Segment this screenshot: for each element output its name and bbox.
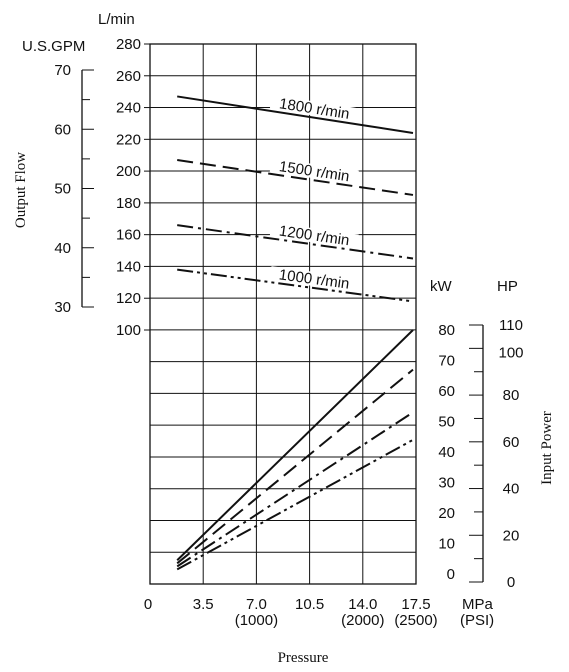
chart-grid xyxy=(144,43,417,585)
series-label-bg xyxy=(269,266,359,292)
kw-tick-label: 50 xyxy=(438,414,455,431)
power-line-1800 xyxy=(176,329,414,561)
lmin-tick-labels: 100 120 140 160 180 200 220 240 260 280 xyxy=(116,36,141,339)
kw-tick-label: 60 xyxy=(438,383,455,400)
hp-tick-label: 80 xyxy=(503,387,520,404)
flow-unit-gpm: U.S.GPM xyxy=(22,38,85,55)
gpm-tick-label: 70 xyxy=(54,62,71,79)
x-unit-psi: (PSI) xyxy=(460,612,494,629)
kw-tick-label: 20 xyxy=(438,505,455,522)
x-tick-label: 3.5 xyxy=(193,596,214,613)
hp-tick-label: 40 xyxy=(503,481,520,498)
flow-unit-lmin: L/min xyxy=(98,11,135,28)
x-tick-label-psi: (1000) xyxy=(235,612,278,629)
y-axis-title-power: Input Power xyxy=(539,411,555,485)
x-tick-label: 7.0 xyxy=(246,596,267,613)
lmin-tick-label: 180 xyxy=(116,195,141,212)
hp-tick-label: 60 xyxy=(503,434,520,451)
lmin-tick-label: 140 xyxy=(116,258,141,275)
kw-tick-label: 70 xyxy=(438,353,455,370)
power-line-1200 xyxy=(176,411,414,568)
lmin-tick-label: 160 xyxy=(116,227,141,244)
kw-tick-labels: 0 10 20 30 40 50 60 70 80 xyxy=(438,322,455,583)
y-axis-title-flow: Output Flow xyxy=(13,152,29,228)
x-tick-label-psi: (2000) xyxy=(341,612,384,629)
kw-tick-label: 30 xyxy=(438,475,455,492)
x-tick-label: 10.5 xyxy=(295,596,324,613)
kw-tick-label: 0 xyxy=(447,566,455,583)
power-line-1000 xyxy=(176,438,414,571)
flow-line-1000 xyxy=(177,268,414,303)
gpm-tick-label: 50 xyxy=(54,181,71,198)
flow-line-1800 xyxy=(177,95,414,134)
series-label: 1800 r/min xyxy=(278,95,351,123)
series-label-bg xyxy=(269,222,359,249)
power-line-1500 xyxy=(176,368,414,565)
lmin-tick-label: 100 xyxy=(116,322,141,339)
gpm-tick-label: 60 xyxy=(54,121,71,138)
series-label-bg xyxy=(269,94,359,123)
gpm-tick-label: 40 xyxy=(54,240,71,257)
x-tick-label-psi: (2500) xyxy=(394,612,437,629)
kw-tick-label: 40 xyxy=(438,444,455,461)
x-unit-mpa: MPa xyxy=(462,596,494,613)
hp-tick-label: 20 xyxy=(503,527,520,544)
flow-series-lines xyxy=(177,95,414,303)
hp-tick-label: 110 xyxy=(499,317,523,334)
lmin-tick-label: 280 xyxy=(116,36,141,53)
gpm-tick-label: 30 xyxy=(54,299,71,316)
hp-tick-label: 100 xyxy=(498,344,523,361)
plot-frame xyxy=(149,43,417,585)
flow-line-1200 xyxy=(177,224,414,260)
x-tick-labels: 0 3.5 7.0(1000) 10.5 14.0(2000) 17.5(2500) xyxy=(144,596,438,629)
kw-tick-label: 10 xyxy=(438,536,455,553)
power-unit-kw: kW xyxy=(430,278,453,295)
hp-axis: 0 20 40 60 80 100 110 xyxy=(469,317,524,591)
flow-line-1500 xyxy=(177,158,414,196)
lmin-tick-label: 200 xyxy=(116,163,141,180)
x-axis-title: Pressure xyxy=(278,650,329,666)
lmin-tick-label: 120 xyxy=(116,290,141,307)
kw-tick-label: 80 xyxy=(438,322,455,339)
power-unit-hp: HP xyxy=(497,278,518,295)
x-tick-label: 0 xyxy=(144,596,152,613)
gpm-axis: 30 40 50 60 70 xyxy=(54,62,94,316)
x-tick-label: 14.0 xyxy=(348,596,377,613)
lmin-tick-label: 220 xyxy=(116,131,141,148)
series-label-bg xyxy=(269,157,359,185)
lmin-tick-label: 260 xyxy=(116,68,141,85)
lmin-tick-label: 240 xyxy=(116,100,141,117)
power-series-lines xyxy=(176,329,414,571)
x-tick-label: 17.5 xyxy=(401,596,430,613)
hp-tick-label: 0 xyxy=(507,574,515,591)
